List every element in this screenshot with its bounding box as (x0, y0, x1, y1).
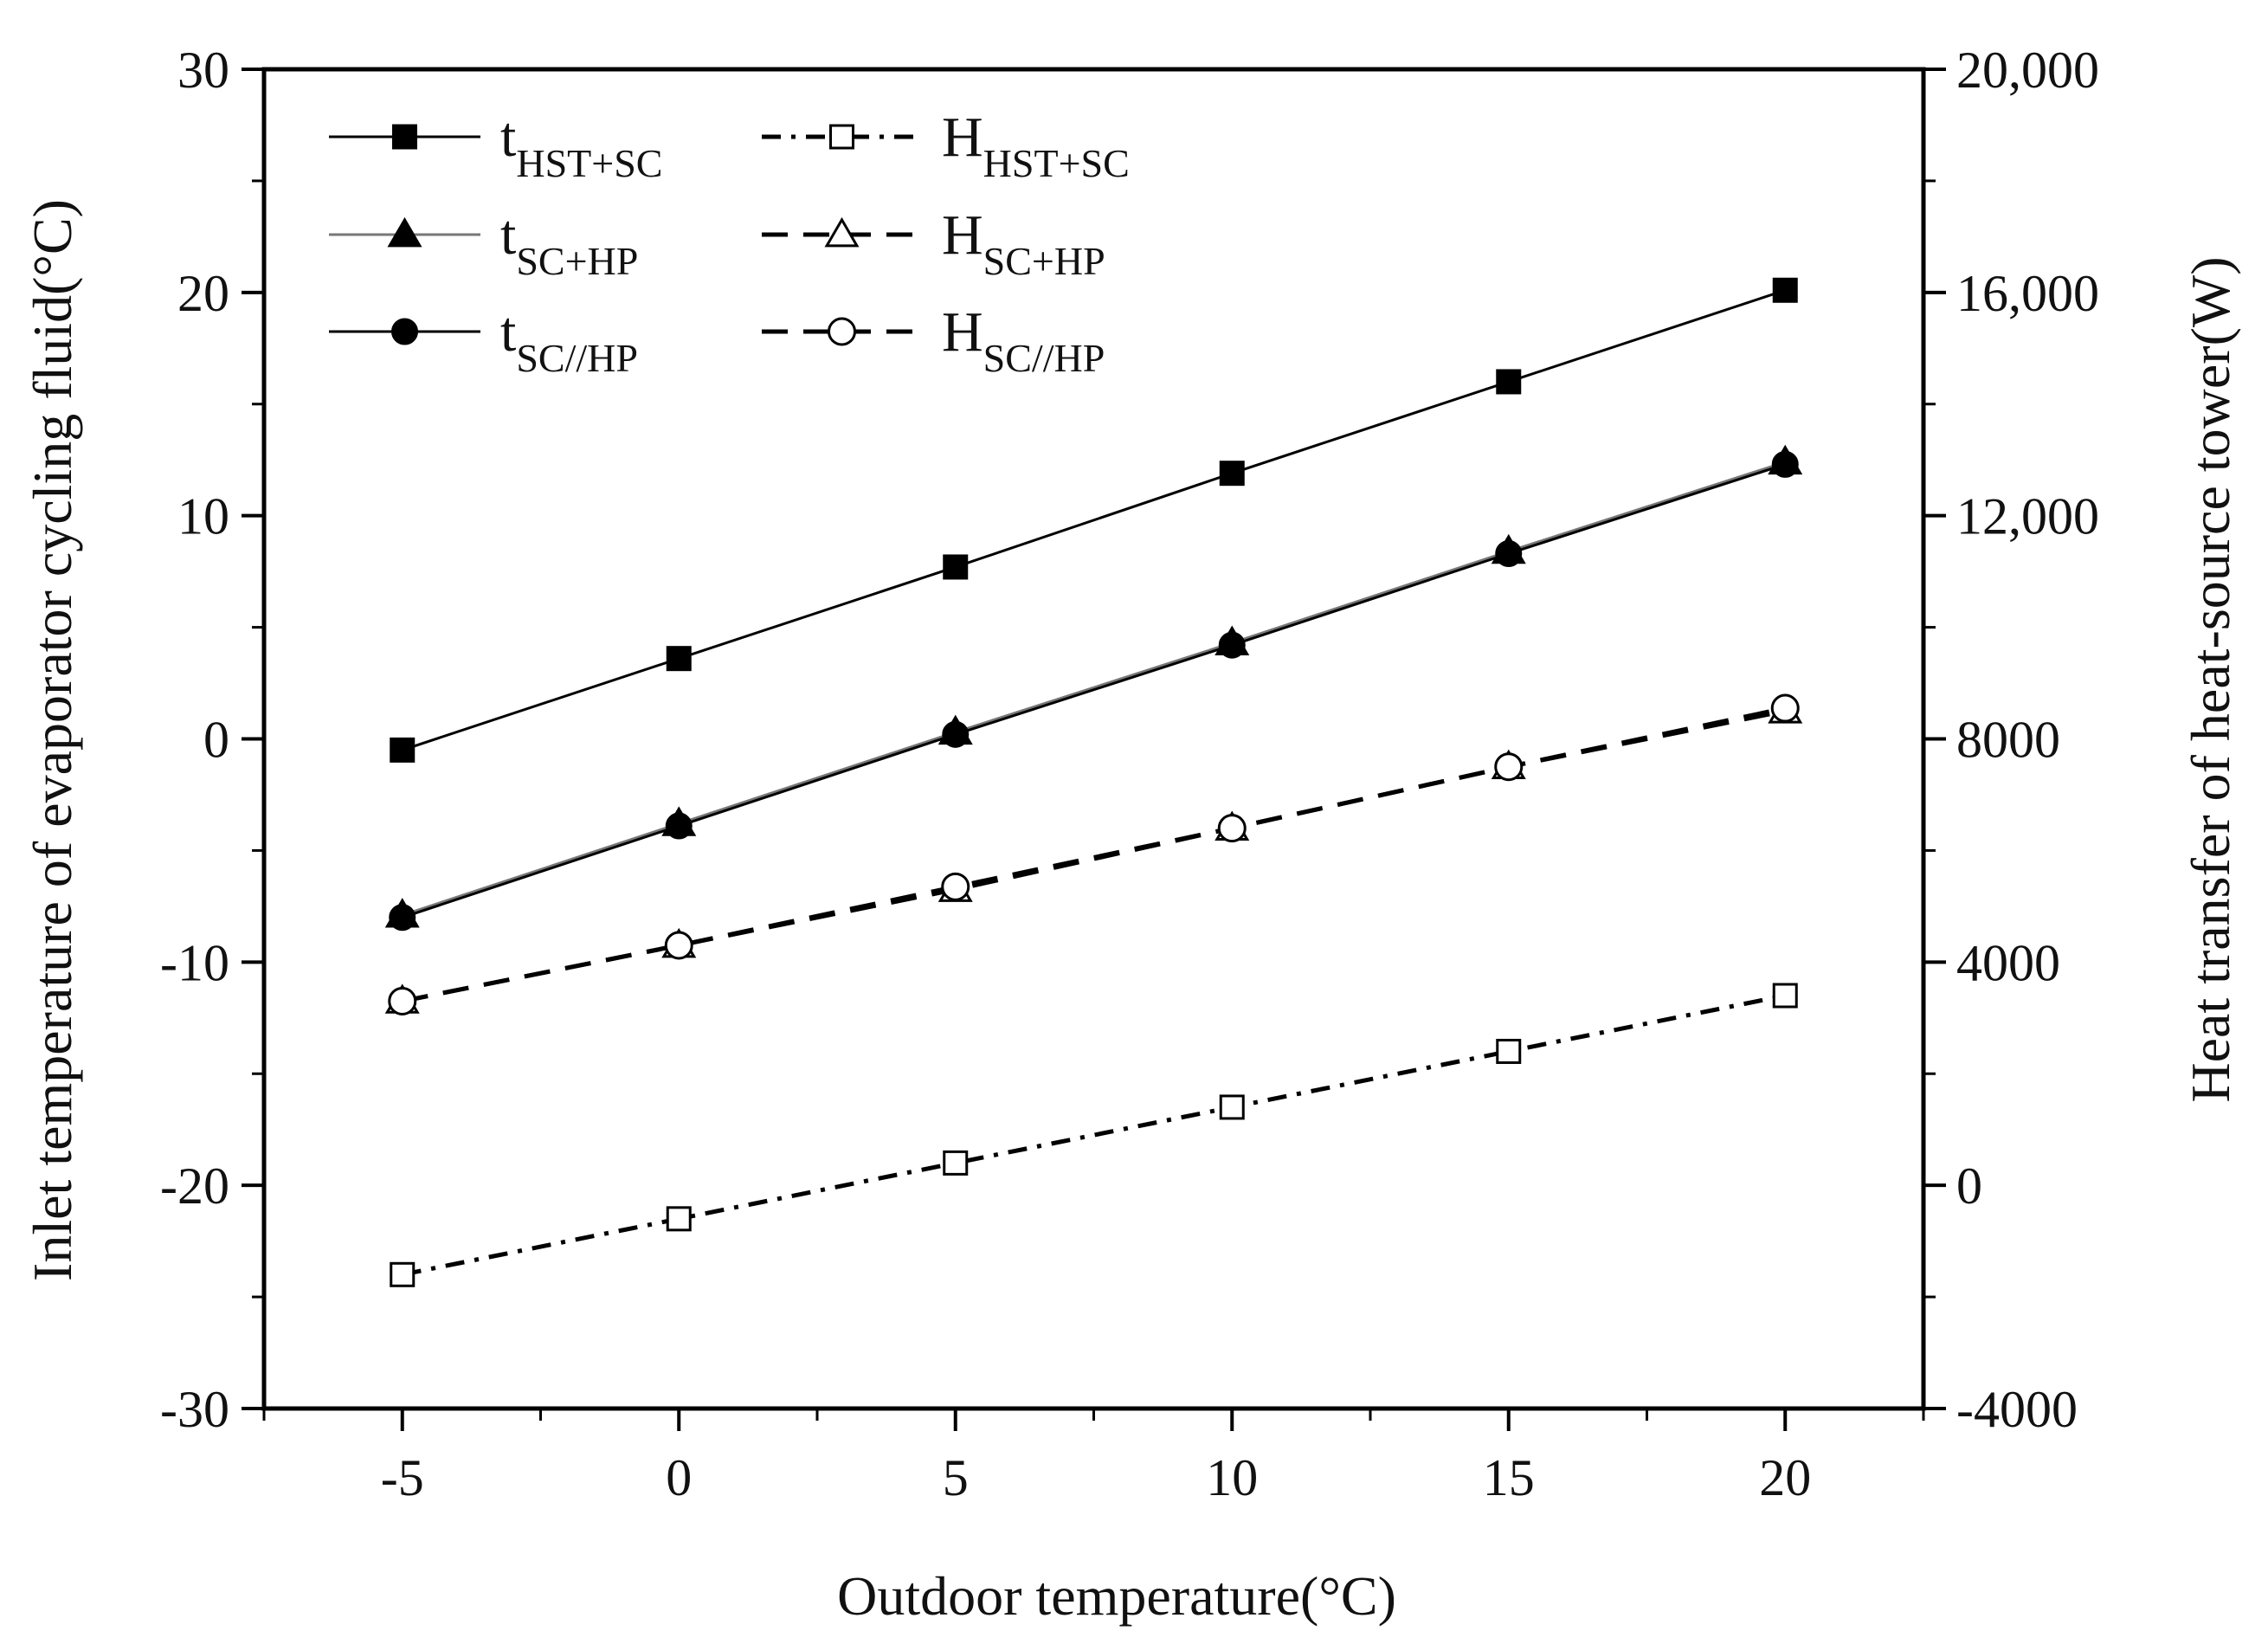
legend-label-3: HHST+SC (942, 106, 1130, 185)
y-right-tick-label: 0 (1956, 1157, 1982, 1215)
y-left-tick-label: -20 (160, 1157, 229, 1215)
x-tick-label: 5 (943, 1449, 969, 1506)
series-0-point-0 (390, 737, 416, 763)
legend-label-3-main: H (942, 106, 983, 169)
legend-marker-4 (824, 216, 860, 248)
legend-label-4: HSC+HP (942, 203, 1105, 283)
x-tick-label: 10 (1206, 1449, 1258, 1506)
legend-label-5-main: H (942, 300, 983, 364)
legend-label-2-sub: SC//HP (516, 336, 638, 380)
series-0 (390, 277, 1798, 763)
series-5-line (402, 706, 1786, 1003)
legend-label-0-sub: HST+SC (516, 141, 662, 185)
x-tick-label: 0 (666, 1449, 692, 1506)
series-5 (388, 693, 1800, 1015)
series-3-point-5 (1772, 983, 1798, 1009)
legend-marker-0 (392, 124, 417, 150)
legend-marker-3 (829, 124, 854, 150)
y-left-tick-label: 30 (177, 42, 229, 99)
y-right-tick-label: 4000 (1956, 934, 2060, 991)
legend-label-1-sub: SC+HP (516, 239, 638, 283)
legend-label-3-sub: HST+SC (983, 141, 1130, 185)
y-right-tick-label: -4000 (1956, 1381, 2078, 1438)
y-right-tick-label: 16,000 (1956, 265, 2099, 322)
legend-label-4-main: H (942, 203, 983, 267)
series-1-line (402, 461, 1786, 917)
series-5-point-2 (941, 872, 970, 901)
y-left-tick-label: 10 (177, 488, 229, 545)
y-left-tick-label: 20 (177, 265, 229, 322)
series-2-point-3 (1218, 631, 1246, 659)
y-axis-left: -30 -20 -10 0 10 20 30 (160, 42, 264, 1438)
x-tick-label: -5 (381, 1449, 424, 1506)
series-2-line (402, 462, 1786, 919)
y-left-tick-label: -30 (160, 1381, 229, 1438)
series-0-point-1 (666, 646, 692, 672)
legend-label-4-sub: SC+HP (983, 239, 1105, 283)
series-5-point-3 (1217, 814, 1247, 843)
y-right-tick-label: 12,000 (1956, 488, 2099, 545)
series-5-point-5 (1770, 693, 1800, 723)
y-axis-left-title: Inlet temperature of evaporator cycling … (22, 199, 83, 1281)
legend-label-0-main: t (500, 106, 516, 169)
series-2-point-1 (665, 812, 693, 840)
y-right-tick-label: 8000 (1956, 712, 2060, 769)
y-axis-right-title: Heat transfer of heat-source tower(W) (2180, 256, 2241, 1102)
legend-label-1-main: t (500, 203, 516, 267)
legend-label-5: HSC//HP (942, 300, 1105, 380)
series-3-point-4 (1496, 1038, 1522, 1064)
series-3-point-1 (666, 1206, 692, 1232)
y-left-tick-label: -10 (160, 934, 229, 991)
legend-label-2-main: t (500, 300, 516, 364)
series-3-point-3 (1219, 1094, 1245, 1120)
legend-label-1: tSC+HP (500, 203, 638, 283)
legend-label-2: tSC//HP (500, 300, 638, 380)
series-5-point-4 (1494, 752, 1524, 782)
series-layer (384, 277, 1803, 1287)
series-2-point-5 (1771, 450, 1799, 478)
series-5-point-1 (664, 931, 693, 960)
series-2-point-4 (1495, 539, 1523, 567)
legend-marker-2 (391, 318, 418, 345)
x-tick-label: 20 (1759, 1449, 1811, 1506)
series-2 (389, 450, 1799, 932)
legend-label-0: tHST+SC (500, 106, 662, 185)
x-tick-label: 15 (1483, 1449, 1535, 1506)
series-3 (390, 983, 1798, 1287)
series-3-point-2 (943, 1150, 969, 1176)
series-5-point-0 (388, 986, 417, 1015)
y-left-tick-label: 0 (203, 712, 229, 769)
series-3-line (402, 993, 1786, 1277)
series-2-point-0 (389, 904, 416, 932)
y-axis-right: -4000 0 4000 8000 12,000 16,000 20,000 (1923, 42, 2099, 1438)
legend-marker-5 (828, 317, 856, 346)
x-axis: -5 0 5 10 15 20 (262, 1409, 1925, 1506)
y-right-tick-label: 20,000 (1956, 42, 2099, 99)
series-0-point-2 (943, 554, 969, 580)
series-3-point-0 (390, 1261, 416, 1287)
series-0-point-3 (1219, 461, 1245, 487)
series-2-point-2 (942, 720, 970, 748)
x-axis-title: Outdoor temperature(°C) (837, 1565, 1396, 1627)
legend-marker-1 (387, 216, 422, 248)
legend-label-5-sub: SC//HP (983, 336, 1105, 380)
series-0-line (402, 288, 1786, 751)
series-0-point-4 (1496, 369, 1522, 395)
series-0-point-5 (1772, 277, 1798, 303)
